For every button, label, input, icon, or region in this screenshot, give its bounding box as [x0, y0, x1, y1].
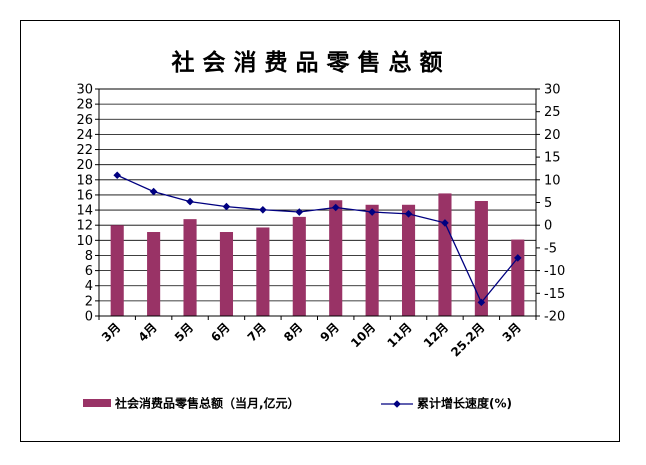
bar-series	[110, 193, 525, 316]
x-tick-label: 11月	[384, 320, 414, 350]
line-point-marker	[259, 205, 267, 214]
line-series	[113, 171, 522, 307]
bar	[219, 232, 234, 316]
legend-swatch-bar	[83, 399, 111, 407]
left-tick-label: 2	[85, 294, 93, 309]
left-tick-label: 4	[85, 279, 93, 294]
left-tick-label: 0	[85, 310, 93, 325]
left-tick-label: 20	[76, 158, 93, 173]
line-point-marker	[477, 298, 486, 307]
left-tick-label: 10	[76, 234, 93, 249]
left-tick-label: 28	[76, 98, 93, 113]
chart-title: 社会消费品零售总额	[172, 49, 451, 76]
legend: 社会消费品零售总额（当月,亿元） 累计增长速度(%)	[83, 396, 512, 411]
x-tick-label: 25.2月	[448, 320, 487, 359]
left-tick-label: 6	[85, 264, 93, 279]
line-point-marker	[113, 171, 122, 180]
line-point-marker	[149, 187, 158, 196]
legend-label-line: 累计增长速度(%)	[417, 396, 512, 411]
bar	[147, 232, 161, 316]
left-tick-label: 22	[76, 143, 93, 158]
bar	[438, 193, 452, 316]
bar	[474, 200, 488, 316]
left-tick-label: 18	[76, 173, 93, 188]
line-point-marker	[513, 254, 522, 262]
right-tick-label: -20	[544, 310, 565, 325]
x-tick-label: 6月	[208, 320, 232, 344]
right-tick-label: 20	[544, 128, 561, 143]
x-tick-label: 7月	[245, 320, 269, 344]
line-point-marker	[441, 219, 449, 227]
right-tick-label: 0	[544, 219, 552, 234]
line-point-marker	[331, 203, 340, 212]
left-tick-label: 8	[85, 249, 93, 264]
right-tick-label: 5	[544, 196, 552, 211]
left-tick-label: 30	[76, 83, 93, 98]
x-tick-label: 4月	[135, 320, 159, 344]
x-tick-label: 8月	[281, 320, 305, 344]
right-tick-label: -5	[544, 241, 557, 256]
x-tick-label: 5月	[172, 320, 196, 344]
left-tick-label: 12	[76, 219, 93, 234]
bar	[110, 225, 124, 316]
right-tick-label: 30	[544, 83, 561, 98]
x-tick-label: 12月	[421, 320, 451, 350]
bar	[365, 204, 379, 316]
chart-frame: 社会消费品零售总额 0 2 4 6 8 10 12 14 16 18 20 22 24 26 28 30 -20…	[20, 20, 620, 442]
line-point-marker	[368, 208, 376, 216]
left-tick-label: 26	[76, 113, 93, 128]
bar	[292, 216, 306, 316]
line-path	[116, 174, 519, 304]
left-tick-label: 24	[76, 128, 93, 143]
left-tick-label: 14	[76, 204, 93, 219]
right-tick-label: 25	[544, 105, 561, 120]
right-tick-label: -15	[544, 287, 565, 302]
bar	[256, 227, 270, 316]
bar	[329, 200, 343, 316]
right-tick-label: -10	[544, 264, 565, 279]
line-point-marker	[186, 197, 194, 206]
left-tick-label: 16	[76, 188, 93, 203]
bar	[183, 219, 197, 316]
x-tick-label: 3月	[500, 320, 524, 344]
line-point-marker	[404, 210, 413, 218]
bar	[401, 204, 416, 316]
legend-label-bar: 社会消费品零售总额（当月,亿元）	[114, 396, 300, 411]
plot-area-border	[98, 88, 537, 317]
line-point-marker	[222, 202, 231, 211]
bar	[511, 239, 525, 316]
x-tick-label: 9月	[318, 320, 342, 344]
axes: 024681012141618202224262830-20-15-10-505…	[76, 83, 565, 360]
x-tick-label: 10月	[348, 320, 378, 350]
x-tick-label: 3月	[99, 320, 123, 344]
gridlines	[99, 88, 536, 317]
right-tick-label: 10	[544, 173, 561, 188]
right-tick-label: 15	[544, 151, 561, 166]
legend-swatch-marker	[393, 400, 401, 408]
line-point-marker	[295, 208, 304, 216]
combo-chart: 社会消费品零售总额 024681012141618202224262830-20…	[76, 49, 565, 411]
